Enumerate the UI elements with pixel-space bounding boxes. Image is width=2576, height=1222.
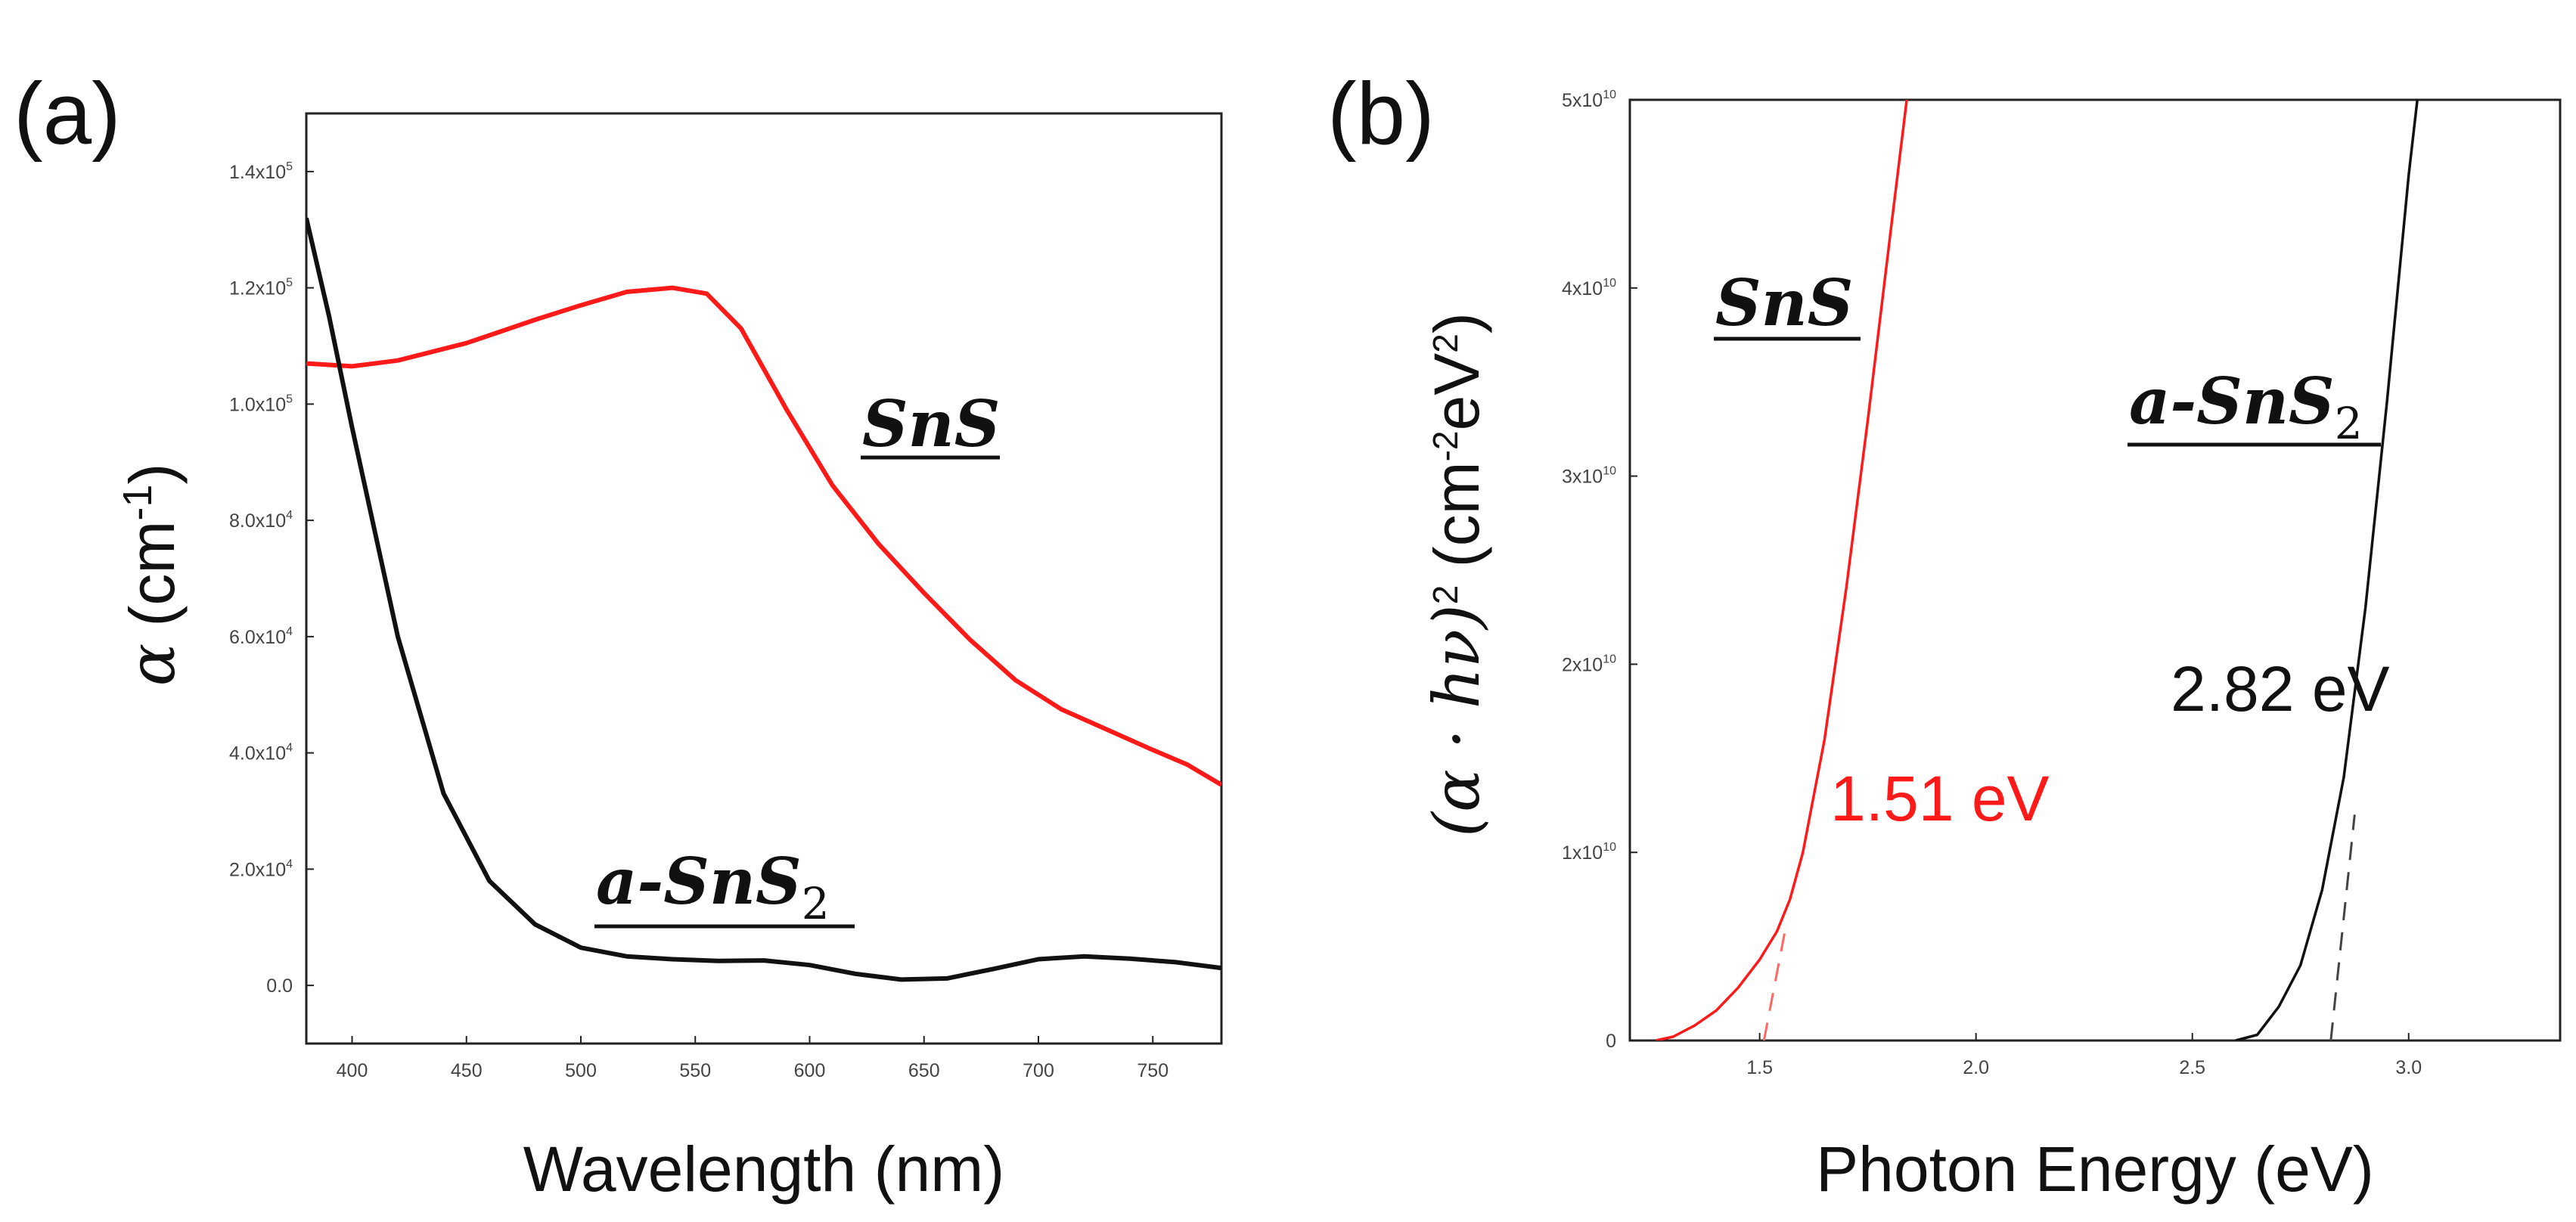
series-line-SnS [1655,100,1908,1041]
x-tick-label: 2.5 [2179,1057,2205,1078]
panel-a-plot-frame [305,112,1223,1045]
y-tick-label: 1.0x105 [229,392,293,415]
x-tick-label: 650 [908,1060,940,1081]
bandgap-a-SnS2-label: 2.82 eV [2171,653,2390,724]
a-SnS2-subscript: 2 [802,878,830,929]
x-tick-label: 400 [337,1060,368,1081]
a-SnS2-base: SnS [663,844,801,919]
y-tick-label: 2.0x104 [229,858,293,880]
fit-line-SnS-bandgap-fit [1762,927,1787,1041]
a-SnS2-b-base: SnS [2196,364,2334,439]
annotation-SnS-a: SnS [861,386,1000,461]
panel-b-y-axis-label: (α · hν)2 (cm-2eV2) [1420,312,1494,837]
ylabel-main: (α · hν) [1420,604,1494,837]
x-tick-label: 2.0 [1963,1057,1989,1078]
x-tick-label: 750 [1137,1060,1169,1081]
series-line-SnS [306,285,1221,787]
y-unit-close: ) [116,464,188,485]
y-tick-label: 4x1010 [1562,277,1616,299]
x-tick-label: 3.0 [2395,1057,2422,1078]
panel-a-y-axis-label: α (cm-1) [115,464,189,687]
panel-b-label: (b) [1327,64,1435,163]
panel-b-series [1655,100,2419,1041]
annotation-SnS-a-text: SnS [862,386,1000,461]
annotation-a-SnS2-b: a-SnS2 [2128,364,2381,449]
y-tick-label: 1x1010 [1562,841,1616,864]
svg-text:a-SnS2: a-SnS2 [2129,364,2363,449]
ylabel-unit-exp1: -2 [1426,430,1465,461]
annotation-SnS-b-text: SnS [1715,265,1853,340]
x-tick-label: 1.5 [1746,1057,1773,1078]
y-tick-label: 0.0 [266,975,293,997]
y-tick-label: 0 [1606,1031,1616,1052]
panel-a-x-ticks: 400 450 500 550 600 650 700 750 [337,1036,1169,1081]
y-tick-label: 4.0x104 [229,742,293,765]
ylabel-unit-exp2: 2 [1426,333,1465,353]
panel-b-x-ticks: 1.5 2.0 2.5 3.0 [1746,1033,2422,1078]
y-tick-label: 1.4x105 [229,160,293,183]
panel-a-y-ticks: 0.0 2.0x104 4.0x104 6.0x104 8.0x104 1.0x105 1.… [229,160,314,997]
panel-b-y-ticks: 0 1x1010 2x1010 3x1010 4x1010 5x1010 [1562,88,1637,1052]
panel-b: (b) 0 1x1010 2x1010 3x1010 4x1010 5x1010 1.5 2… [1327,64,2562,1205]
panel-a-series [306,217,1221,982]
y-unit-open: (cm [116,521,188,627]
x-tick-label: 600 [794,1060,826,1081]
panel-a-label: (a) [14,64,121,163]
a-SnS2-b-prefix: a- [2129,364,2196,439]
a-SnS2-prefix: a- [596,844,663,919]
y-unit-exp: -1 [115,485,160,521]
x-tick-label: 550 [679,1060,711,1081]
annotation-a-SnS2-a: a-SnS2 [594,844,855,929]
y-tick-label: 2x1010 [1562,653,1616,675]
annotation-SnS-b: SnS [1714,265,1861,341]
series-line-a-SnS2 [306,217,1221,982]
x-tick-label: 450 [451,1060,483,1081]
panel-b-plot-frame [1628,98,2562,1042]
panel-a-x-axis-label: Wavelength (nm) [523,1134,1004,1205]
panel-a: (a) 0.0 2.0x104 4.0x104 6.0x104 8.0x104 1.0x1… [14,64,1223,1205]
bandgap-SnS-label: 1.51 eV [1830,763,2050,834]
svg-text:α(cm-1): α (cm-1) [115,464,189,687]
x-tick-label: 500 [565,1060,597,1081]
svg-text:(α · hν)2 (cm-2eV2): (α · hν)2 (cm-2eV2) [1420,312,1494,837]
panel-b-x-axis-label: Photon Energy (eV) [1816,1134,2374,1205]
y-tick-label: 8.0x104 [229,509,293,532]
y-tick-label: 1.2x105 [229,277,293,299]
a-SnS2-b-subscript: 2 [2335,398,2363,449]
alpha-symbol: α [115,644,189,687]
series-line-a-SnS2 [2235,100,2419,1041]
ylabel-pow: 2 [1426,585,1465,605]
ylabel-unit-open: (cm [1421,461,1492,585]
y-tick-label: 3x1010 [1562,465,1616,488]
x-tick-label: 700 [1023,1060,1054,1081]
fit-line-a-SnS2-bandgap-fit [2329,814,2356,1041]
ylabel-unit-mid: eV [1421,353,1492,431]
y-tick-label: 5x1010 [1562,88,1616,111]
ylabel-unit-close: ) [1421,312,1492,333]
y-tick-label: 6.0x104 [229,625,293,648]
svg-text:a-SnS2: a-SnS2 [596,844,830,929]
